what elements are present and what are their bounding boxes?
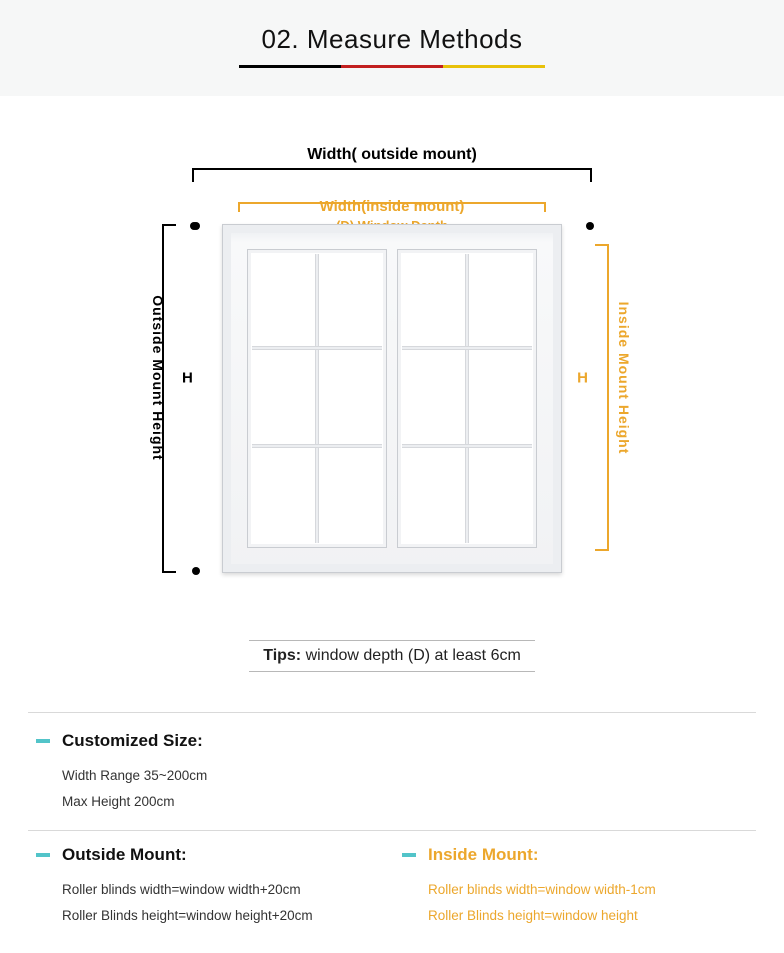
- title-underline: [239, 65, 545, 68]
- outside-mount-line-2: Roller Blinds height=window height+20cm: [62, 903, 382, 929]
- section-dash-icon: [36, 739, 50, 743]
- section-dash-icon: [402, 853, 416, 857]
- tips-text: window depth (D) at least 6cm: [301, 647, 521, 664]
- customized-size-section: Customized Size: Width Range 35~200cm Ma…: [0, 713, 784, 830]
- outside-mount-title: Outside Mount:: [36, 845, 382, 865]
- diagram-container: Width( outside mount) Width(inside mount…: [0, 96, 784, 606]
- width-inside-bracket: [238, 202, 546, 212]
- outside-mount-body: Roller blinds width=window width+20cm Ro…: [36, 877, 382, 928]
- header-band: 02. Measure Methods: [0, 0, 784, 96]
- inside-mount-body: Roller blinds width=window width-1cm Rol…: [402, 877, 748, 928]
- page-title: 02. Measure Methods: [0, 24, 784, 55]
- section-dash-icon: [36, 853, 50, 857]
- inside-mount-title-text: Inside Mount:: [428, 845, 538, 865]
- inside-mount-line-1: Roller blinds width=window width-1cm: [428, 877, 748, 903]
- underline-seg-3: [443, 65, 545, 68]
- inside-mount-line-2: Roller Blinds height=window height: [428, 903, 748, 929]
- inside-mount-title: Inside Mount:: [402, 845, 748, 865]
- customized-line-1: Width Range 35~200cm: [62, 763, 748, 789]
- width-outside-bracket: [192, 168, 592, 182]
- tips-container: Tips: window depth (D) at least 6cm: [0, 640, 784, 672]
- window-frame: [222, 224, 562, 573]
- inside-mount-section: Inside Mount: Roller blinds width=window…: [402, 831, 748, 928]
- outside-mount-section: Outside Mount: Roller blinds width=windo…: [36, 831, 382, 928]
- inside-height-H: H: [577, 370, 588, 387]
- width-outside-label: Width( outside mount): [162, 146, 622, 164]
- customized-size-body: Width Range 35~200cm Max Height 200cm: [36, 763, 748, 814]
- muntin-v: [465, 254, 469, 543]
- muntin-h1: [402, 346, 532, 350]
- outside-mount-title-text: Outside Mount:: [62, 845, 187, 865]
- muntin-v: [315, 254, 319, 543]
- window-panes: [247, 249, 537, 548]
- customized-line-2: Max Height 200cm: [62, 789, 748, 815]
- pane-right: [397, 249, 537, 548]
- outside-height-label: Outside Mount Height: [150, 295, 166, 460]
- muntin-h2: [402, 444, 532, 448]
- mount-columns: Outside Mount: Roller blinds width=windo…: [0, 831, 784, 952]
- muntin-h1: [252, 346, 382, 350]
- underline-seg-1: [239, 65, 341, 68]
- window-diagram: Width( outside mount) Width(inside mount…: [162, 146, 622, 576]
- tips-label: Tips:: [263, 647, 301, 664]
- outside-mount-line-1: Roller blinds width=window width+20cm: [62, 877, 382, 903]
- inside-height-label: Inside Mount Height: [616, 302, 632, 455]
- outside-height-H: H: [182, 370, 193, 387]
- customized-size-title-text: Customized Size:: [62, 731, 203, 751]
- pane-left: [247, 249, 387, 548]
- underline-seg-2: [341, 65, 443, 68]
- customized-size-title: Customized Size:: [36, 731, 748, 751]
- inside-height-bracket: [595, 244, 609, 551]
- muntin-h2: [252, 444, 382, 448]
- tips-box: Tips: window depth (D) at least 6cm: [249, 640, 535, 672]
